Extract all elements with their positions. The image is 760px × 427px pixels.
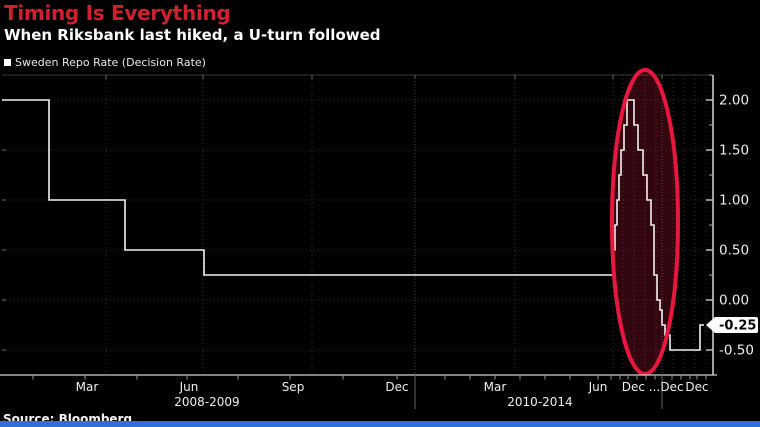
y-axis-label: 2.00 <box>719 93 749 109</box>
chart-subtitle: When Riksbank last hiked, a U-turn follo… <box>4 26 381 44</box>
current-value-tag <box>706 317 758 333</box>
x-axis-label: Jun <box>588 380 608 394</box>
highlight-ellipse <box>610 68 680 376</box>
x-axis-label: Mar <box>484 380 507 394</box>
legend-swatch-icon <box>4 59 11 66</box>
chart-title: Timing Is Everything <box>4 1 231 25</box>
x-axis-label: Dec <box>685 380 708 394</box>
y-axis-label: 0.50 <box>719 243 749 259</box>
x-axis-label: Mar <box>76 380 99 394</box>
brand-bar <box>0 421 760 427</box>
period-label: 2008-2009 <box>174 395 239 409</box>
x-axis-label: Dec <box>660 380 683 394</box>
y-axis-label: 1.50 <box>719 143 749 159</box>
x-axis-label: Jun <box>179 380 199 394</box>
x-axis-label: Sep <box>282 380 305 394</box>
current-value-label: -0.25 <box>719 319 756 334</box>
x-axis-label: Dec <box>385 380 408 394</box>
y-axis-label: 0.00 <box>719 293 749 309</box>
legend-label: Sweden Repo Rate (Decision Rate) <box>15 56 206 69</box>
y-axis-label: 1.00 <box>719 193 749 209</box>
repo-rate-line <box>2 99 704 351</box>
x-axis-label: Dec ... <box>622 380 660 394</box>
y-axis-label: -0.50 <box>719 343 754 359</box>
legend: Sweden Repo Rate (Decision Rate) <box>4 56 206 69</box>
period-label: 2010-2014 <box>507 395 572 409</box>
highlight-ellipse-fill <box>612 70 678 374</box>
